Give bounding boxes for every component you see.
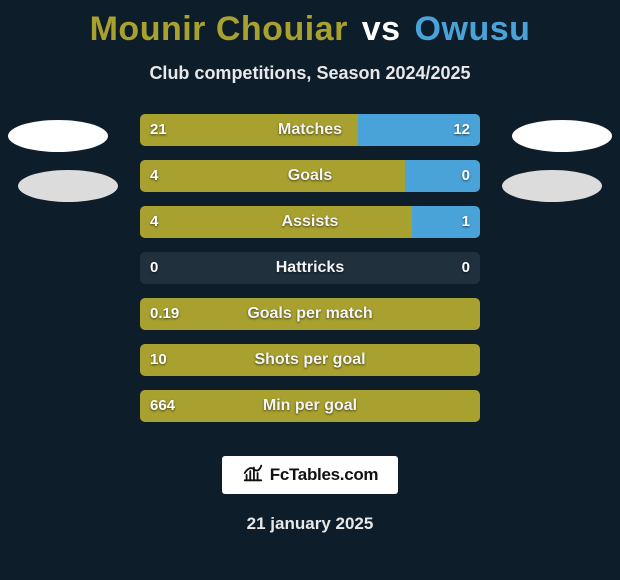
stat-bar-left bbox=[140, 298, 480, 330]
stat-label: Hattricks bbox=[140, 252, 480, 284]
stat-bars: Matches2112 Goals40 Assists41 Hattricks0 0 Go… bbox=[140, 114, 480, 436]
subtitle: Club competitions, Season 2024/2025 bbox=[0, 63, 620, 84]
stat-bar-left bbox=[140, 390, 480, 422]
stat-value-right: 0 bbox=[462, 252, 470, 284]
stat-bar-left bbox=[140, 114, 358, 146]
watermark-text: FcTables.com bbox=[270, 465, 379, 485]
player2-badge-top bbox=[512, 120, 612, 152]
stat-bar-right bbox=[358, 114, 480, 146]
chart-icon bbox=[242, 462, 264, 489]
stat-bar-left bbox=[140, 206, 412, 238]
stat-row: Goals per match0.19 bbox=[140, 298, 480, 330]
stat-value-left: 0 bbox=[150, 252, 158, 284]
stat-row: Assists41 bbox=[140, 206, 480, 238]
stat-row: Shots per goal10 bbox=[140, 344, 480, 376]
player1-badge-top bbox=[8, 120, 108, 152]
watermark: FcTables.com bbox=[222, 456, 398, 494]
stat-bar-right bbox=[405, 160, 480, 192]
title-vs: vs bbox=[362, 10, 401, 48]
title-player2: Owusu bbox=[415, 10, 531, 48]
stat-bar-right bbox=[412, 206, 480, 238]
stat-row: Hattricks0 0 bbox=[140, 252, 480, 284]
title: Mounir Chouiar vs Owusu bbox=[0, 0, 620, 49]
stat-bar-left bbox=[140, 344, 480, 376]
stat-row: Goals40 bbox=[140, 160, 480, 192]
title-player1: Mounir Chouiar bbox=[90, 10, 348, 48]
player2-badge-bottom bbox=[502, 170, 602, 202]
player1-badge-bottom bbox=[18, 170, 118, 202]
comparison-area: Matches2112 Goals40 Assists41 Hattricks0 0 Go… bbox=[0, 114, 620, 434]
date: 21 january 2025 bbox=[0, 514, 620, 534]
stat-row: Min per goal664 bbox=[140, 390, 480, 422]
stat-row: Matches2112 bbox=[140, 114, 480, 146]
stat-bar-left bbox=[140, 160, 405, 192]
